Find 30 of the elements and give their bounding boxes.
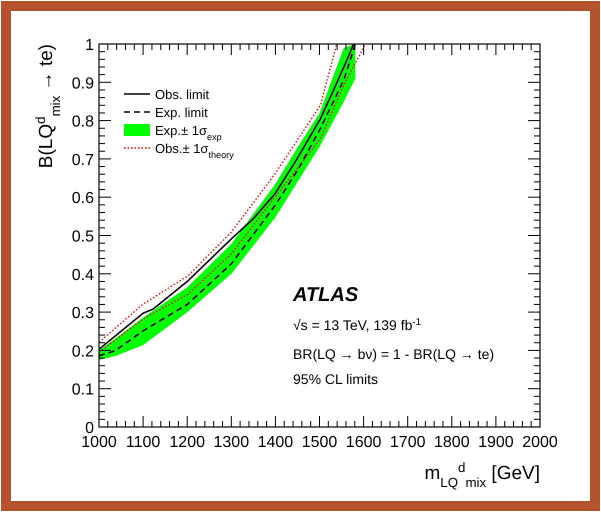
legend-label: Obs. limit [155, 87, 210, 102]
y-tick-label: 0.7 [72, 152, 94, 169]
x-tick-label: 1400 [258, 434, 294, 451]
y-tick-label: 0.3 [72, 305, 94, 322]
x-tick-label: 1500 [302, 434, 338, 451]
y-tick-label: 1 [85, 37, 94, 54]
annotation: 95% CL limits [293, 371, 378, 387]
x-tick-label: 1800 [434, 434, 470, 451]
legend-label: Obs.± 1σ$_{theory}$ [155, 141, 234, 160]
x-tick-label: 1100 [126, 434, 160, 451]
x-tick-label: 1600 [346, 434, 382, 451]
x-tick-label: 1900 [478, 434, 514, 451]
legend-label: Exp. limit [155, 105, 208, 120]
annotation: Exp.± 1σ$_{exp}$ [155, 123, 222, 142]
annotation: √s = 13 TeV, 139 fb$^{-1}$ [293, 316, 422, 333]
x-tick-label: 1000 [81, 434, 117, 451]
y-tick-label: 0.5 [72, 228, 94, 246]
x-tick-label: 1700 [390, 434, 426, 451]
y-tick-label: 0.1 [72, 382, 94, 399]
y-tick-label: 0 [85, 420, 94, 437]
annotation: BR(LQ → bν) = 1 - BR(LQ → te) [293, 346, 494, 362]
x-tick-label: 1300 [214, 434, 250, 451]
y-tick-label: 0.8 [72, 114, 94, 131]
y-tick-label: 0.9 [72, 75, 94, 92]
y-tick-label: 0.2 [72, 343, 94, 360]
y-tick-label: 0.6 [72, 190, 94, 208]
x-tick-label: 1200 [169, 434, 206, 451]
y-tick-label: 0.4 [72, 266, 94, 284]
x-tick-label: 2000 [522, 434, 558, 451]
annotation: ATLAS [292, 284, 359, 306]
